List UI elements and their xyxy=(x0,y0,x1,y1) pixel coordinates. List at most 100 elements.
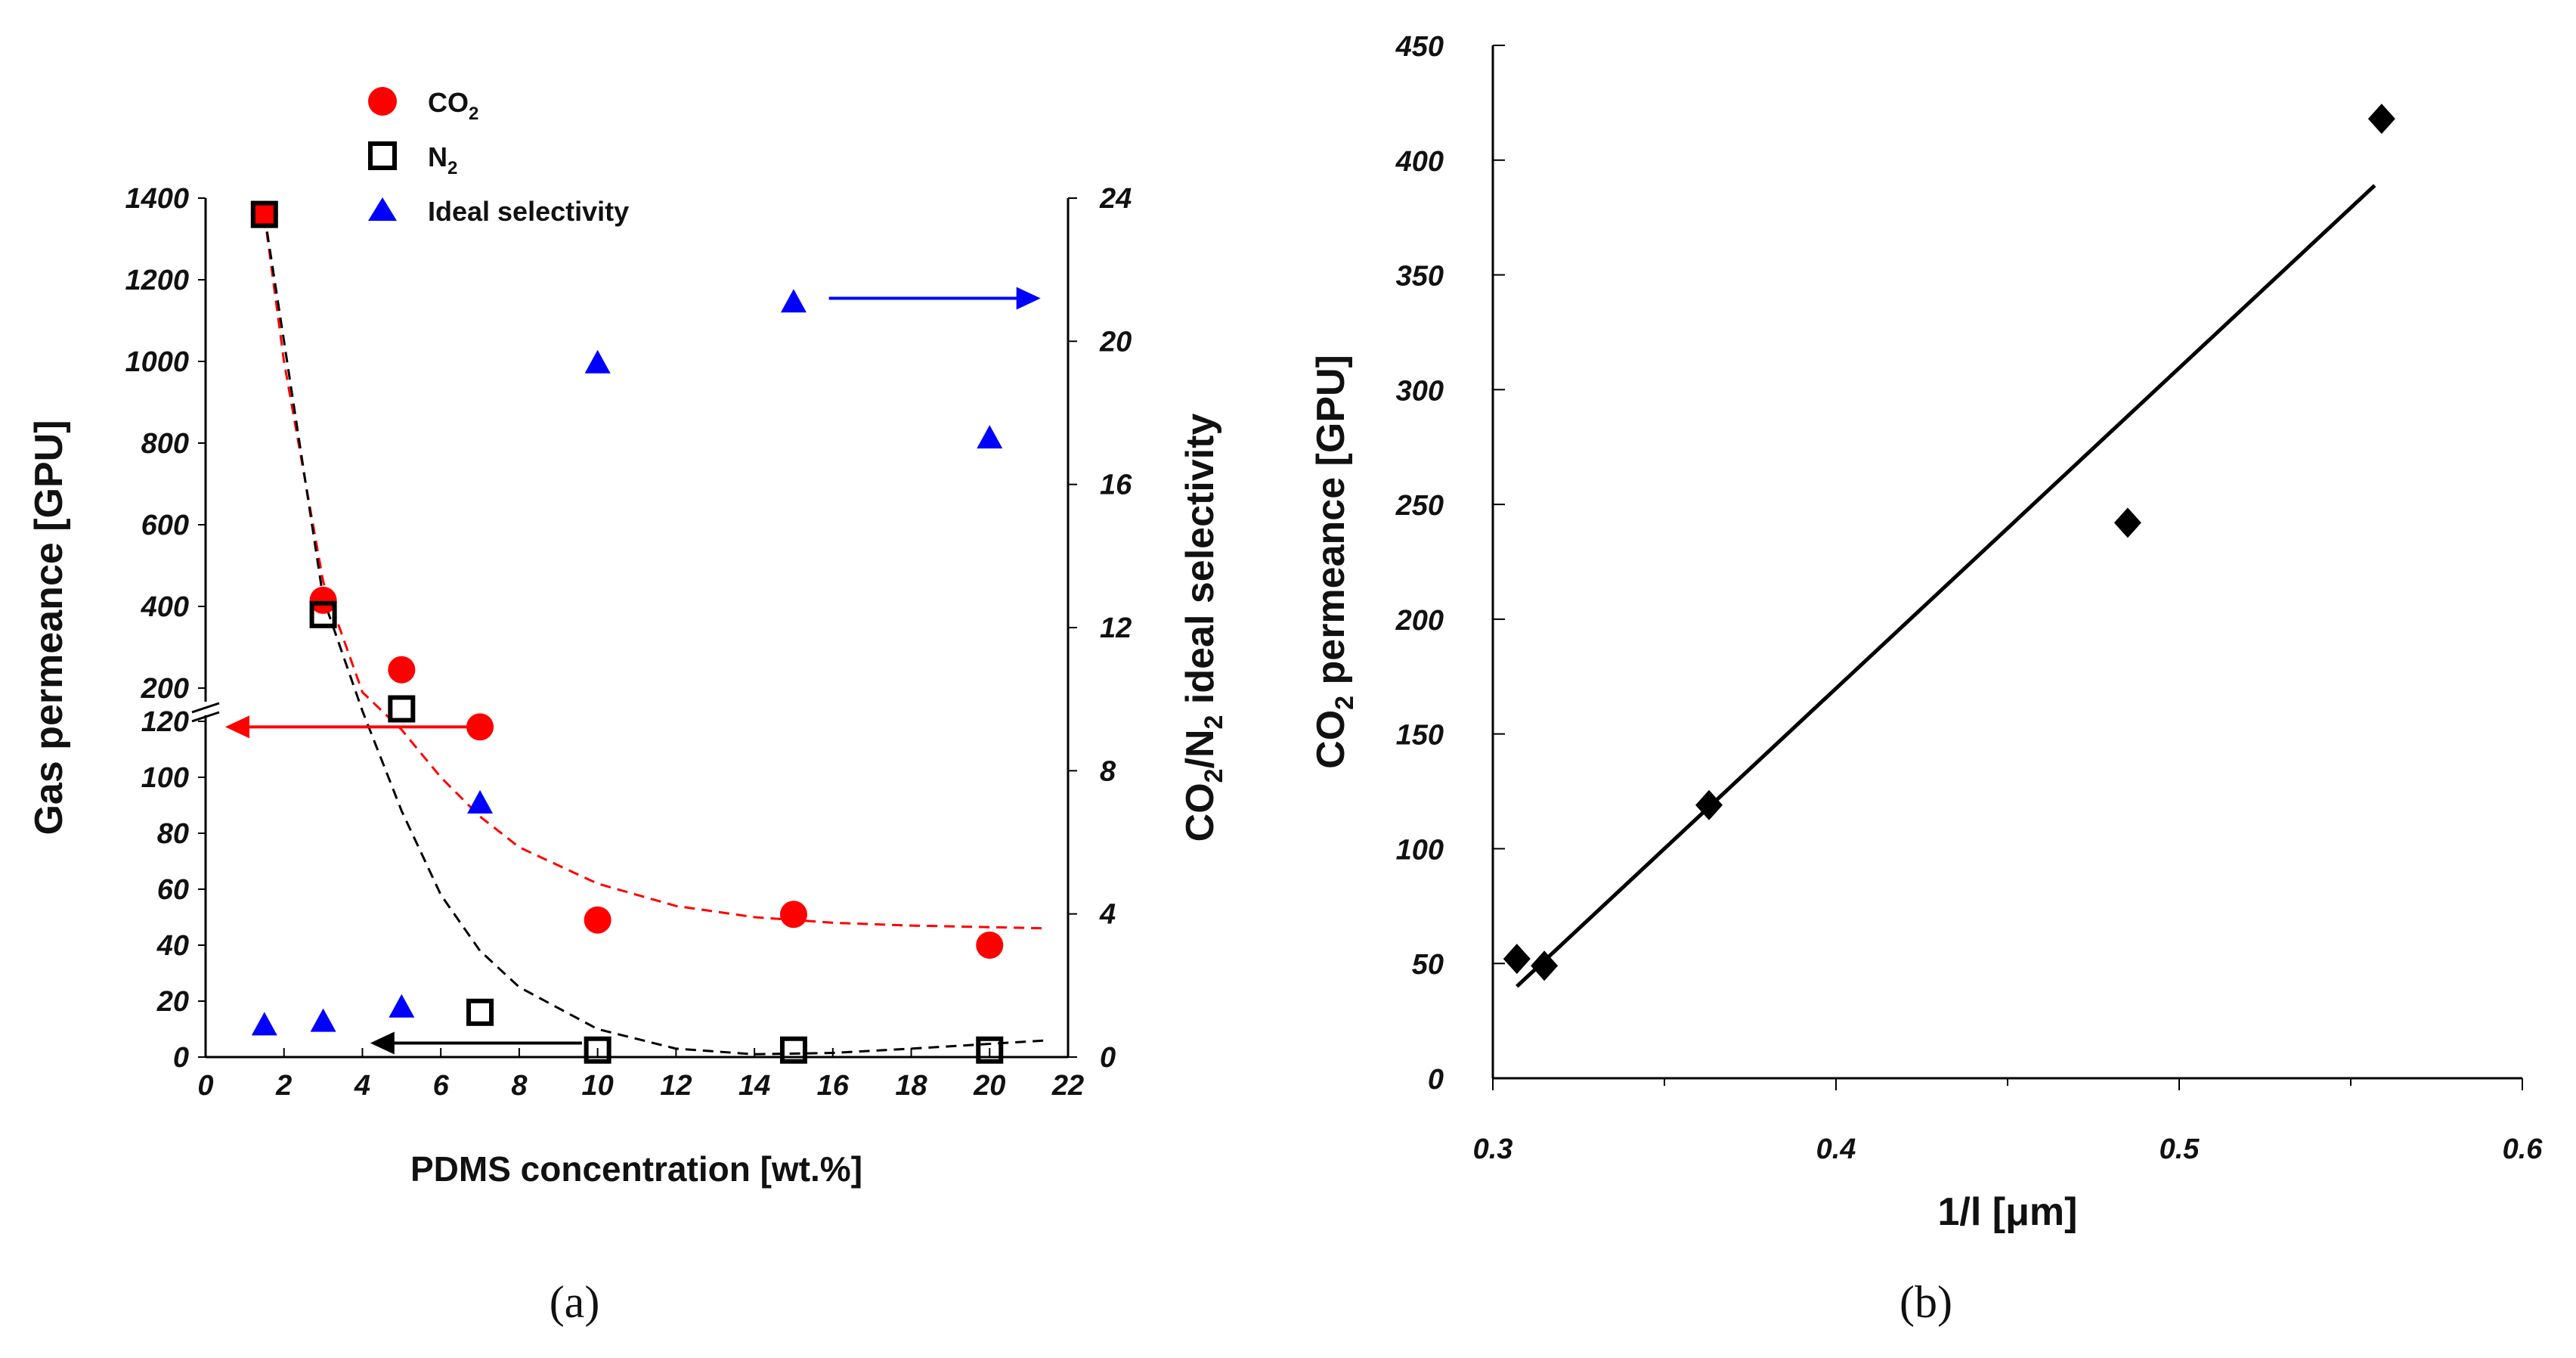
a-y-tick-label: 400 xyxy=(141,591,189,623)
a-fit-lines xyxy=(263,214,1049,1056)
a-x-tick-label: 8 xyxy=(511,1070,528,1102)
a-y-tick-label: 200 xyxy=(141,673,189,705)
a-ticks: 0 2 4 6 8 10 12 14 16 18 20 22020406080100120200400… xyxy=(125,183,1132,1102)
legend-co2-label: CO2 xyxy=(428,87,478,124)
a-x-tick-label: 16 xyxy=(817,1070,850,1102)
b-x-tick-label: 0.4 xyxy=(1816,1133,1856,1165)
co2-permeance-point xyxy=(2367,104,2395,135)
b-panel-label: (b) xyxy=(1899,1277,1952,1327)
b-y-tick-label: 400 xyxy=(1395,146,1444,178)
a-x-tick-label: 10 xyxy=(581,1070,613,1102)
co2-permeance-point xyxy=(1695,789,1723,820)
a-y2-tick-label: 4 xyxy=(1099,899,1116,931)
legend-co2-marker xyxy=(368,87,397,116)
a-y-tick-label: 600 xyxy=(141,510,189,541)
a-x-tick-label: 2 xyxy=(275,1070,292,1102)
a-x-tick-label: 4 xyxy=(354,1070,370,1102)
legend-selectivity-label: Ideal selectivity xyxy=(428,196,629,227)
b-y-tick-label: 200 xyxy=(1395,605,1444,637)
b-y-tick-label: 150 xyxy=(1396,720,1444,752)
n2-point xyxy=(466,998,494,1026)
b-ylabel-co: CO xyxy=(1309,710,1353,769)
a-x-tick-label: 12 xyxy=(660,1070,692,1102)
a-y-tick-label: 800 xyxy=(141,428,189,460)
n2-point xyxy=(388,695,416,723)
selectivity-point xyxy=(251,1012,277,1036)
b-x-tick-label: 0.3 xyxy=(1473,1133,1513,1165)
a-arrows xyxy=(224,287,1041,1055)
b-y-tick-label: 350 xyxy=(1396,261,1444,293)
a-y-tick-label: 20 xyxy=(156,986,189,1018)
a-y-tick-label: 40 xyxy=(156,930,189,962)
a-y-tick-label: 0 xyxy=(173,1042,189,1074)
a-x-tick-label: 18 xyxy=(895,1070,927,1102)
a-x-tick-label: 22 xyxy=(1051,1070,1084,1102)
legend: CO2 N2 Ideal selectivity xyxy=(368,87,629,227)
co2-permeance-point xyxy=(2113,507,2141,538)
a-points xyxy=(250,200,1004,1064)
b-x-tick-label: 0.5 xyxy=(2160,1133,2200,1165)
co2-point xyxy=(779,901,807,929)
b-ylabel-rest: permeance [GPU] xyxy=(1309,355,1353,696)
panel-a: 0 2 4 6 8 10 12 14 16 18 20 22020406080100120200400… xyxy=(27,87,1228,1327)
b-y-axis-label: CO2 permeance [GPU] xyxy=(1309,355,1359,769)
legend-n2-marker xyxy=(368,141,397,170)
legend-selectivity-marker xyxy=(368,197,397,221)
a-y2-axis-label: CO2/N2 ideal selectivity xyxy=(1178,414,1228,842)
b-y-tick-label: 300 xyxy=(1396,375,1444,407)
n2-point xyxy=(584,1036,611,1064)
a-y2-tick-label: 8 xyxy=(1100,755,1116,787)
panel-b: 0.3 0.4 0.5 0.6050100150200250300350400450 … xyxy=(1309,31,2543,1327)
a-y2-tick-label: 12 xyxy=(1100,612,1132,644)
y2-label-sub2: 2 xyxy=(1200,768,1228,783)
b-fit-line xyxy=(1516,184,2376,988)
y2-label-co: CO xyxy=(1178,783,1222,842)
arrow-head xyxy=(370,1031,395,1055)
a-y-axis-label: Gas permeance [GPU] xyxy=(27,420,71,835)
a-y-tick-label: 60 xyxy=(157,874,189,906)
a-x-axis-label: PDMS concentration [wt.%] xyxy=(410,1149,862,1189)
arrow-head xyxy=(1016,287,1041,310)
a-y-tick-label: 1000 xyxy=(125,346,189,378)
co2-point xyxy=(250,200,278,228)
a-y2-tick-label: 16 xyxy=(1100,470,1132,501)
b-regression-line xyxy=(1516,184,2376,988)
b-y-tick-label: 450 xyxy=(1395,31,1444,63)
a-x-tick-label: 14 xyxy=(738,1070,770,1102)
y2-label-slash-n: /N xyxy=(1178,729,1222,768)
a-y2-tick-label: 0 xyxy=(1100,1042,1116,1074)
b-y-tick-label: 50 xyxy=(1412,949,1444,981)
a-y-tick-label: 1200 xyxy=(125,265,189,296)
n2-point xyxy=(309,600,337,628)
b-x-axis-label: 1/l [μm] xyxy=(1938,1190,2078,1234)
a-y-tick-label: 100 xyxy=(141,762,189,794)
co2-point xyxy=(309,586,337,614)
a-y-tick-label: 120 xyxy=(141,706,189,738)
co2-point xyxy=(388,656,416,684)
n2-point xyxy=(250,200,278,228)
legend-n2-label: N2 xyxy=(428,141,457,178)
co2-permeance-point xyxy=(1531,950,1559,981)
selectivity-point xyxy=(389,994,415,1018)
b-y-tick-label: 100 xyxy=(1396,834,1444,866)
n2-point xyxy=(779,1036,807,1064)
selectivity-point xyxy=(467,789,494,814)
co2-fit-line xyxy=(263,214,1049,930)
co2-permeance-point xyxy=(1503,944,1531,975)
b-ylabel-sub2: 2 xyxy=(1330,696,1359,710)
b-y-tick-label: 250 xyxy=(1395,490,1444,522)
selectivity-point xyxy=(584,349,611,374)
b-ticks: 0.3 0.4 0.5 0.6 0 50 100 150 200 250 300 350 400 450 xyxy=(1395,31,2543,1165)
a-x-tick-label: 6 xyxy=(433,1070,450,1102)
b-y-tick-label: 0 xyxy=(1428,1064,1444,1096)
co2-point xyxy=(466,713,494,741)
a-x-tick-label: 20 xyxy=(973,1070,1005,1102)
selectivity-point xyxy=(310,1008,336,1032)
a-y2-tick-label: 24 xyxy=(1099,183,1132,215)
a-x-tick-label: 0 xyxy=(197,1070,213,1102)
co2-point xyxy=(584,906,611,934)
co2-point xyxy=(976,932,1004,959)
y2-label-rest: ideal selectivity xyxy=(1178,414,1222,715)
a-y-tick-label: 80 xyxy=(157,818,189,850)
